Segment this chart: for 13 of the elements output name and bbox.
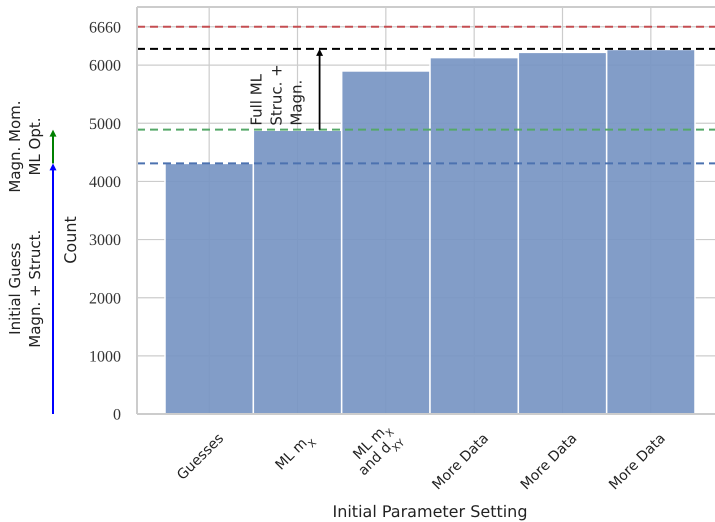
y-tick-label: 1000	[89, 348, 121, 366]
y-tick-label: 3000	[89, 232, 121, 250]
y-tick-label: 0	[113, 406, 121, 424]
y-tick-label: 6000	[89, 58, 121, 75]
text: Magn. Mom. ML Opt.	[6, 100, 44, 193]
y-tick-label: 2000	[89, 290, 121, 308]
y-axis-title: Count	[61, 216, 80, 264]
y-tick-label: 4000	[89, 174, 121, 192]
text: Initial Guess Magn. + Struct.	[6, 230, 44, 348]
y-tick-label: 6660	[89, 19, 121, 36]
y-tick-label: 5000	[89, 116, 121, 133]
annotation: Full ML Struc. + Magn.	[248, 64, 306, 126]
x-axis-title: Initial Parameter Setting	[332, 502, 528, 521]
